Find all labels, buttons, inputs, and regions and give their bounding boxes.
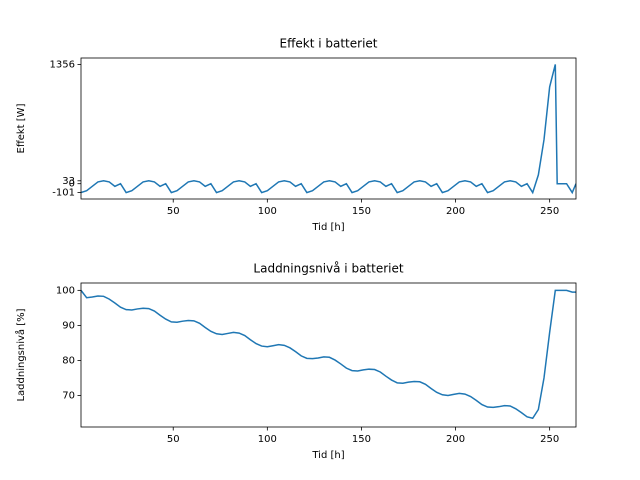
x-axis-label: Tid [h]: [311, 450, 344, 461]
x-tick-label: 150: [352, 206, 371, 217]
x-tick-label: 200: [446, 206, 465, 217]
x-tick-label: 250: [540, 206, 559, 217]
x-tick-label: 100: [258, 206, 277, 217]
axes-frame: [80, 282, 577, 428]
y-tick-label: 80: [62, 355, 75, 366]
x-tick-label: 250: [540, 434, 559, 445]
y-tick-label: 100: [56, 285, 75, 296]
chart-title: Effekt i batteriet: [280, 37, 378, 51]
x-axis-label: Tid [h]: [311, 222, 344, 233]
data-line: [81, 289, 576, 420]
x-tick-label: 50: [167, 206, 180, 217]
y-tick-label: -101: [52, 188, 75, 199]
y-tick-label: 0: [69, 179, 75, 190]
y-tick-label: 33: [62, 176, 75, 187]
chart-title: Laddningsnivå i batteriet: [253, 262, 403, 276]
x-tick-label: 200: [446, 434, 465, 445]
y-tick-label: 1356: [50, 59, 75, 70]
y-axis-label: Effekt [W]: [16, 103, 27, 153]
axes-frame: [80, 57, 577, 200]
y-tick-label: 90: [62, 320, 75, 331]
data-line: [81, 64, 576, 195]
y-axis-label: Laddningsnivå [%]: [14, 308, 27, 401]
y-tick-label: 70: [62, 390, 75, 401]
x-tick-label: 100: [258, 434, 277, 445]
x-tick-label: 50: [167, 434, 180, 445]
x-tick-label: 150: [352, 434, 371, 445]
